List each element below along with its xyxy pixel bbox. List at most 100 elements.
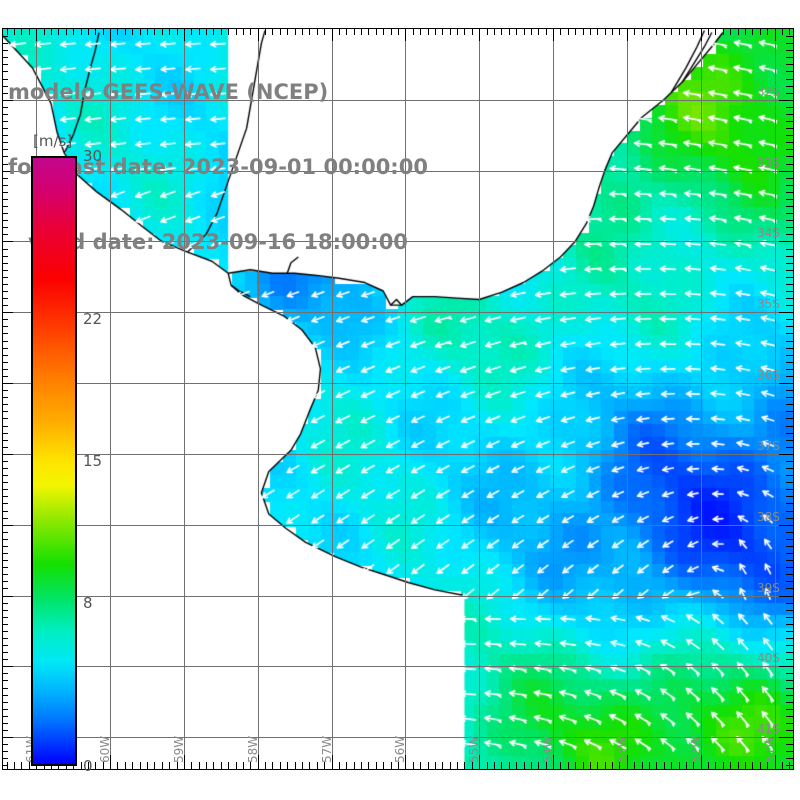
tick: [782, 29, 783, 35]
tick: [501, 762, 502, 769]
tick: [3, 596, 13, 597]
tick: [3, 341, 8, 342]
tick: [3, 326, 8, 327]
tick: [398, 762, 399, 769]
tick: [612, 762, 613, 769]
tick: [3, 744, 8, 745]
tick: [752, 762, 753, 769]
tick: [701, 755, 702, 769]
tick: [3, 624, 8, 625]
tick: [3, 433, 8, 434]
tick: [3, 730, 8, 731]
tick: [3, 560, 8, 561]
tick: [3, 178, 8, 179]
tick: [3, 411, 8, 412]
colorbar-tick-8: 8: [83, 594, 93, 613]
tick: [786, 333, 793, 334]
tick: [361, 29, 362, 35]
colorbar-tick-22: 22: [83, 309, 103, 328]
tick: [786, 433, 793, 434]
tick: [3, 447, 8, 448]
tick: [786, 107, 793, 108]
tick: [779, 312, 793, 313]
tick: [649, 762, 650, 769]
gridline-lat-33S: [3, 171, 793, 172]
tick: [786, 121, 793, 122]
tick: [738, 29, 739, 35]
tick: [3, 192, 8, 193]
tick: [14, 29, 15, 35]
tick: [140, 762, 141, 769]
tick: [243, 762, 244, 769]
map-plot-area[interactable]: 61W60W59W58W57W56W55W54W53W52W51W 32S33S…: [2, 28, 794, 770]
tick: [3, 249, 8, 250]
tick: [3, 539, 8, 540]
colorbar-tick-30: 30: [83, 147, 103, 165]
tick: [531, 29, 532, 35]
tick: [786, 135, 793, 136]
tick: [786, 178, 793, 179]
tick: [752, 29, 753, 35]
tick: [730, 762, 731, 769]
tick: [546, 29, 547, 35]
tick: [191, 29, 192, 35]
tick: [745, 762, 746, 769]
tick: [786, 461, 793, 462]
gridline-lon-57W: [332, 29, 333, 769]
tick: [73, 29, 74, 35]
tick: [745, 29, 746, 35]
tick: [450, 762, 451, 769]
tick: [494, 762, 495, 769]
tick: [3, 86, 8, 87]
tick: [3, 496, 8, 497]
tick: [664, 29, 665, 35]
tick: [29, 762, 30, 769]
tick: [3, 454, 13, 455]
tick: [671, 29, 672, 35]
tick: [3, 702, 8, 703]
tick: [786, 659, 793, 660]
tick: [775, 29, 776, 41]
tick: [708, 29, 709, 35]
tick: [3, 468, 8, 469]
tick: [3, 603, 8, 604]
tick: [786, 560, 793, 561]
tick: [786, 192, 793, 193]
tick: [3, 482, 8, 483]
tick: [3, 79, 8, 80]
tick: [88, 29, 89, 35]
tick: [3, 659, 8, 660]
tick: [715, 29, 716, 35]
tick: [243, 29, 244, 35]
tick: [786, 447, 793, 448]
tick: [786, 43, 793, 44]
tick: [66, 29, 67, 35]
tick: [786, 319, 793, 320]
tick: [405, 29, 406, 41]
gridline-lon-52W: [701, 29, 702, 769]
tick: [7, 29, 8, 35]
tick: [767, 29, 768, 35]
tick: [786, 610, 793, 611]
tick: [693, 762, 694, 769]
tick: [786, 688, 793, 689]
tick: [3, 298, 8, 299]
lat-label-34S: 34S: [757, 226, 780, 240]
tick: [779, 596, 793, 597]
tick: [553, 29, 554, 41]
lat-label-33S: 33S: [757, 156, 780, 170]
tick: [3, 206, 8, 207]
tick: [516, 29, 517, 35]
tick: [21, 29, 22, 35]
tick: [29, 29, 30, 35]
lat-label-32S: 32S: [757, 85, 780, 99]
tick: [317, 29, 318, 35]
tick: [786, 730, 793, 731]
tick: [786, 680, 793, 681]
tick: [354, 762, 355, 769]
tick: [3, 673, 8, 674]
tick: [177, 762, 178, 769]
gridline-lon-54W: [553, 29, 554, 769]
tick: [3, 461, 8, 462]
